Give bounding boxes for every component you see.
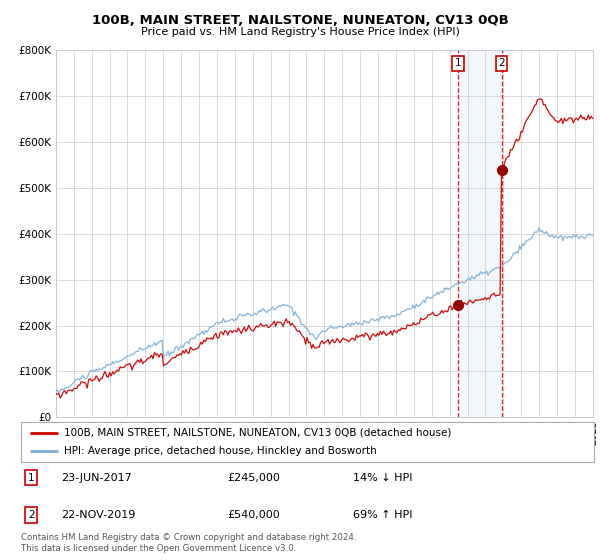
Text: 69% ↑ HPI: 69% ↑ HPI bbox=[353, 510, 413, 520]
Text: 100B, MAIN STREET, NAILSTONE, NUNEATON, CV13 0QB: 100B, MAIN STREET, NAILSTONE, NUNEATON, … bbox=[92, 14, 508, 27]
Text: 23-JUN-2017: 23-JUN-2017 bbox=[61, 473, 132, 483]
Text: 22-NOV-2019: 22-NOV-2019 bbox=[61, 510, 136, 520]
Text: 14% ↓ HPI: 14% ↓ HPI bbox=[353, 473, 413, 483]
Text: 2: 2 bbox=[498, 58, 505, 68]
Text: 1: 1 bbox=[455, 58, 461, 68]
Text: £540,000: £540,000 bbox=[227, 510, 280, 520]
Text: 1: 1 bbox=[28, 473, 35, 483]
Text: 100B, MAIN STREET, NAILSTONE, NUNEATON, CV13 0QB (detached house): 100B, MAIN STREET, NAILSTONE, NUNEATON, … bbox=[64, 428, 451, 437]
Text: Price paid vs. HM Land Registry's House Price Index (HPI): Price paid vs. HM Land Registry's House … bbox=[140, 27, 460, 37]
Text: £245,000: £245,000 bbox=[227, 473, 280, 483]
Bar bbox=[458, 50, 502, 417]
Text: 2: 2 bbox=[28, 510, 35, 520]
FancyBboxPatch shape bbox=[21, 422, 594, 462]
Text: Contains HM Land Registry data © Crown copyright and database right 2024.
This d: Contains HM Land Registry data © Crown c… bbox=[21, 533, 356, 553]
Text: HPI: Average price, detached house, Hinckley and Bosworth: HPI: Average price, detached house, Hinc… bbox=[64, 446, 377, 456]
